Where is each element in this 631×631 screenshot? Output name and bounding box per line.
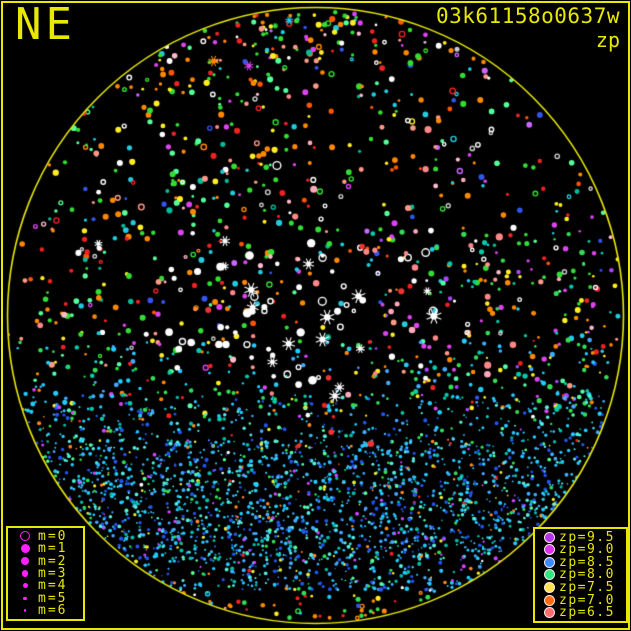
zp-dot-icon — [539, 556, 559, 568]
legend-label: zp=7.0 — [559, 592, 615, 608]
zp-dot-icon — [539, 531, 559, 543]
magnitude-dot-icon — [12, 596, 38, 601]
legend-label: m=3 — [38, 565, 68, 581]
magnitude-dot-icon — [12, 544, 38, 554]
zp-dot-icon — [539, 594, 559, 606]
legend-row: zp=6.5 — [539, 605, 624, 621]
legend-label: zp=6.5 — [559, 605, 615, 621]
magnitude-dot-icon — [12, 609, 38, 612]
magnitude-dot-icon — [12, 531, 38, 542]
zp-dot-icon — [539, 582, 559, 594]
zeropoint-legend: zp=9.5 zp=9.0 zp=8.5 zp=8.0 zp=7.5 zp=7.… — [533, 527, 628, 623]
legend-label: m=4 — [38, 578, 68, 594]
legend-row: m=6 — [12, 603, 81, 619]
legend-row: m=1 — [12, 541, 81, 557]
legend-label: m=1 — [38, 541, 68, 557]
legend-label: zp=9.0 — [559, 542, 615, 558]
legend-row: m=2 — [12, 553, 81, 569]
legend-label: zp=8.5 — [559, 554, 615, 570]
legend-label: m=0 — [38, 528, 68, 544]
zp-dot-icon — [539, 569, 559, 581]
observation-code: 03k61158o0637w — [435, 4, 620, 28]
magnitude-legend: m=0 m=1 m=2 m=3 m=4 m=5 m=6 — [6, 526, 85, 621]
legend-row: zp=7.0 — [539, 592, 624, 608]
magnitude-dot-icon — [12, 557, 38, 566]
legend-row: m=4 — [12, 578, 81, 594]
legend-row: m=0 — [12, 528, 81, 544]
legend-label: m=6 — [38, 603, 68, 619]
legend-row: m=3 — [12, 565, 81, 581]
legend-row: zp=9.0 — [539, 542, 624, 558]
legend-label: zp=9.5 — [559, 529, 615, 545]
orientation-label: NE — [15, 0, 76, 50]
legend-row: m=5 — [12, 590, 81, 606]
zp-axis-label: zp — [595, 28, 620, 52]
legend-label: zp=8.0 — [559, 567, 615, 583]
legend-row: zp=8.5 — [539, 554, 624, 570]
zp-dot-icon — [539, 544, 559, 556]
legend-row: zp=9.5 — [539, 529, 624, 545]
magnitude-dot-icon — [12, 583, 38, 589]
legend-row: zp=8.0 — [539, 567, 624, 583]
zp-dot-icon — [539, 607, 559, 619]
legend-row: zp=7.5 — [539, 580, 624, 596]
legend-label: m=2 — [38, 553, 68, 569]
legend-label: m=5 — [38, 590, 68, 606]
legend-label: zp=7.5 — [559, 580, 615, 596]
magnitude-dot-icon — [12, 570, 38, 577]
